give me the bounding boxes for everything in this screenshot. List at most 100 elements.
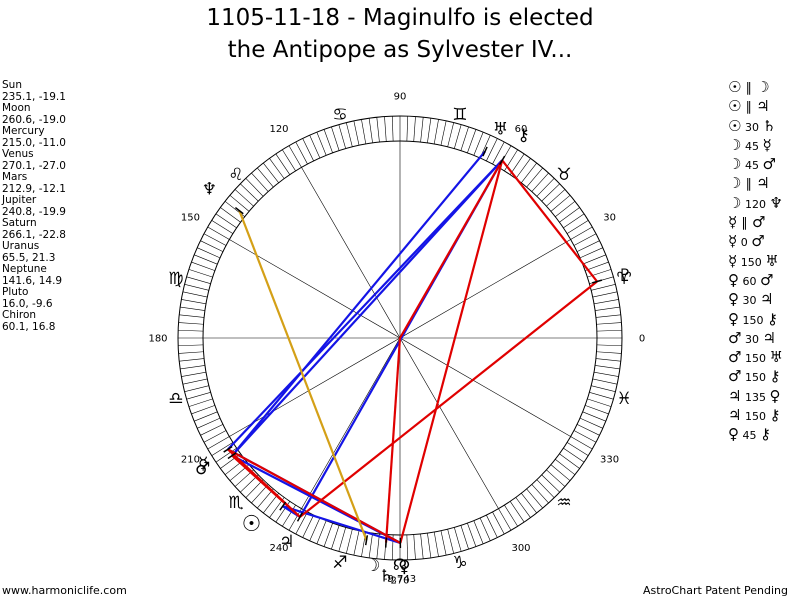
planet-name: Sun: [2, 79, 22, 91]
aspect-parallel-symbol: ∥: [737, 216, 752, 232]
planet-position: 141.6, 14.9: [2, 274, 63, 287]
degree-tick: [251, 172, 269, 192]
degree-tick: [229, 195, 250, 212]
aspect-planet-2: ♂: [760, 270, 774, 289]
degree-tick: [555, 201, 576, 217]
chart-title: 1105-11-18 - Maginulfo is elected the An…: [0, 2, 800, 66]
aspect-line: [299, 280, 598, 518]
degree-tick: [181, 371, 207, 377]
degree-tick: [353, 530, 360, 556]
planet-position: 266.1, -22.8: [2, 228, 66, 241]
planet-name: Venus: [2, 148, 34, 160]
degree-tick: [582, 411, 606, 422]
zodiac-sign-glyph: ♒: [556, 493, 571, 513]
degree-tick: [316, 520, 327, 544]
aspect-parallel-symbol: ∥: [741, 177, 757, 193]
degree-tick: [592, 291, 618, 298]
degree-tick: [191, 405, 215, 415]
degree-tick: [331, 525, 340, 550]
zodiac-sign-glyph: ♈: [616, 269, 631, 289]
aspect-planet-2: ☽: [756, 78, 770, 96]
aspect-planet-1: ☽: [728, 135, 742, 154]
aspect-planet-1: ♂: [728, 328, 742, 347]
degree-tick: [309, 517, 321, 541]
degree-tick: [200, 240, 224, 252]
planet-name: Saturn: [2, 217, 37, 229]
degree-tick: [215, 447, 237, 463]
aspect-row: ☿ ∥ ♂: [728, 213, 800, 232]
aspect-angle: 45: [741, 159, 763, 173]
degree-tick: [323, 129, 333, 153]
planet-positions-list: Sun 235.1, -19.1 Moon 260.6, -19.0 Mercu…: [2, 79, 66, 333]
aspect-planet-1: ☉: [728, 78, 742, 96]
degree-tick: [559, 453, 580, 469]
degree-tick: [288, 145, 302, 168]
degree-label: 300: [511, 543, 530, 554]
aspect-row: ☿ 0 ♂: [728, 232, 800, 251]
planet-position: 212.9, -12.1: [2, 182, 66, 195]
aspect-angle: 0: [737, 236, 752, 250]
aspect-planet-2: ⚷: [769, 367, 781, 386]
planet-glyph: ⚷: [517, 125, 529, 145]
degree-tick: [240, 183, 259, 202]
planet-glyph: ♀: [398, 557, 410, 577]
aspect-planet-1: ♃: [728, 406, 742, 425]
degree-tick: [555, 459, 576, 475]
degree-tick: [257, 488, 274, 509]
zodiac-sign-glyph: ♋: [332, 105, 347, 125]
planet-position: 270.1, -27.0: [2, 159, 66, 172]
aspect-row: ☉ ∥ ♃: [728, 97, 800, 116]
aspect-planet-1: ☉: [728, 116, 742, 135]
degree-tick: [220, 453, 241, 469]
aspect-angle: 150: [741, 371, 770, 385]
degree-tick: [585, 261, 609, 271]
degree-tick: [427, 118, 432, 143]
degree-tick: [504, 149, 518, 172]
degree-tick: [576, 240, 600, 252]
degree-tick: [593, 299, 619, 305]
aspect-line: [384, 337, 402, 543]
degree-label: 30: [603, 213, 616, 224]
aspect-line: [227, 159, 503, 451]
aspect-planet-1: ☉: [728, 97, 742, 116]
degree-tick: [587, 398, 612, 407]
planet-position: 60.1, 16.8: [2, 320, 56, 333]
aspect-row: ♀ 60 ♂: [728, 271, 800, 290]
degree-tick: [486, 514, 498, 538]
degree-tick: [197, 417, 221, 429]
degree-tick: [576, 424, 600, 436]
degree-label: 270: [390, 576, 409, 587]
degree-tick: [509, 501, 525, 523]
aspect-planet-1: ☿: [728, 232, 738, 251]
degree-tick: [220, 207, 241, 223]
degree-tick: [275, 153, 291, 175]
degree-tick: [211, 442, 234, 456]
degree-tick: [596, 322, 622, 325]
degree-tick: [302, 514, 314, 538]
degree-tick: [596, 329, 622, 332]
degree-tick: [473, 132, 484, 156]
degree-tick: [595, 314, 621, 318]
aspect-line: [231, 159, 504, 457]
degree-tick: [486, 138, 498, 162]
degree-tick: [596, 351, 622, 354]
degree-tick: [188, 269, 213, 278]
degree-tick: [536, 178, 555, 197]
degree-tick: [207, 226, 230, 240]
planet-name: Chiron: [2, 309, 37, 321]
degree-tick: [566, 220, 589, 234]
degree-tick: [376, 533, 380, 559]
degree-tick: [531, 172, 549, 192]
planet-marker-tick: [227, 452, 237, 460]
degree-label: 210: [181, 455, 200, 466]
degree-tick: [541, 183, 560, 202]
degree-tick: [203, 430, 227, 443]
aspect-angle: 45: [741, 139, 763, 153]
aspect-planet-1: ☽: [728, 155, 742, 174]
degree-tick: [526, 488, 543, 509]
degree-tick: [550, 195, 571, 212]
aspect-planet-1: ♂: [728, 367, 742, 386]
degree-tick: [413, 116, 416, 142]
degree-tick: [181, 299, 207, 305]
